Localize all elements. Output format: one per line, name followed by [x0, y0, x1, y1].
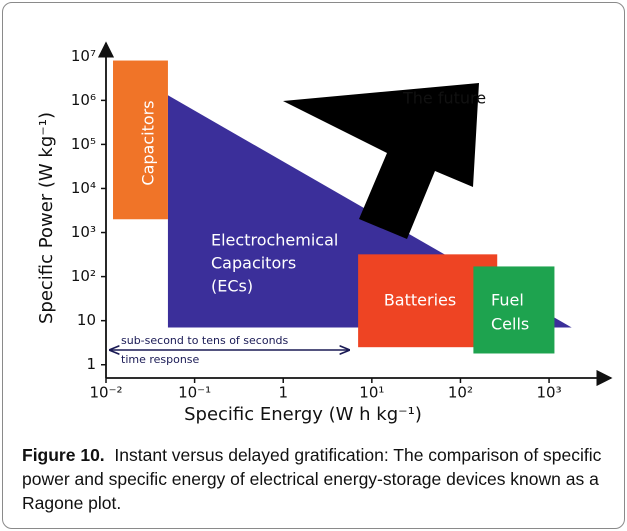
chart: The future sub-second to tens of seconds…	[36, 41, 613, 425]
y-tick-label: 1	[86, 355, 96, 373]
y-tick-label: 10²	[71, 267, 96, 285]
y-tick-label: 10⁵	[71, 135, 96, 153]
x-tick-label: 10³	[537, 384, 562, 402]
y-axis-title: Specific Power (W kg⁻¹)	[36, 112, 57, 324]
caption-label: Figure 10.	[22, 445, 105, 465]
y-tick-label: 10³	[71, 223, 96, 241]
region-label: Electrochemical	[211, 231, 338, 250]
x-tick-label: 10⁻¹	[178, 384, 211, 402]
region	[113, 60, 168, 220]
region-label: Fuel	[491, 291, 524, 310]
y-tick-label: 10⁴	[71, 179, 96, 197]
annotation: sub-second to tens of seconds	[121, 334, 289, 347]
x-axis-title: Specific Energy (W h kg⁻¹)	[184, 404, 422, 425]
x-tick-label: 10¹	[359, 384, 384, 402]
y-tick-label: 10⁶	[71, 91, 96, 109]
future-label: The future	[402, 89, 486, 108]
region	[473, 266, 555, 354]
annotation: time response	[121, 353, 200, 366]
x-tick-label: 10⁻²	[89, 384, 122, 402]
future-arrow	[283, 83, 479, 239]
region-label: Cells	[491, 315, 529, 334]
region-label: Capacitors	[211, 254, 296, 273]
region-label: Capacitors	[139, 100, 158, 185]
caption: Figure 10. Instant versus delayed gratif…	[22, 443, 612, 515]
x-tick-label: 10²	[448, 384, 473, 402]
caption-text: Instant versus delayed gratification: Th…	[22, 445, 602, 513]
x-tick-label: 1	[278, 384, 288, 402]
region-label: (ECs)	[211, 277, 253, 296]
y-tick-label: 10	[77, 311, 96, 329]
region-label: Batteries	[384, 291, 456, 310]
y-tick-label: 10⁷	[71, 47, 96, 65]
